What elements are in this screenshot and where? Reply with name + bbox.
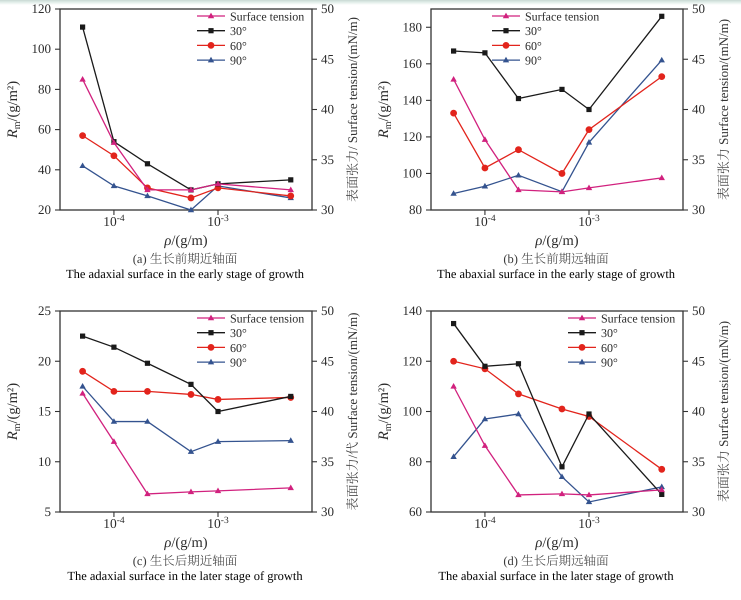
svg-text:80: 80 xyxy=(409,454,422,469)
svg-text:15: 15 xyxy=(38,404,51,419)
svg-text:10-3: 10-3 xyxy=(207,214,229,229)
svg-text:45: 45 xyxy=(321,51,334,66)
svg-text:100: 100 xyxy=(403,404,423,419)
svg-text:20: 20 xyxy=(38,353,51,368)
svg-text:40: 40 xyxy=(321,404,334,419)
svg-text:120: 120 xyxy=(403,353,423,368)
svg-text:100: 100 xyxy=(403,165,423,180)
svg-text:表面张力/代 Surface tension/(mN/m): 表面张力/代 Surface tension/(mN/m) xyxy=(345,313,360,511)
svg-text:Surface tension: Surface tension xyxy=(525,10,599,24)
svg-text:Rm/(g/m²): Rm/(g/m²) xyxy=(376,81,394,139)
svg-text:50: 50 xyxy=(692,1,705,16)
svg-text:80: 80 xyxy=(409,202,422,217)
svg-text:25: 25 xyxy=(38,303,51,318)
svg-text:30°: 30° xyxy=(230,326,247,340)
svg-text:30°: 30° xyxy=(230,24,247,38)
svg-text:40: 40 xyxy=(38,162,51,177)
svg-text:40: 40 xyxy=(692,102,705,117)
svg-text:90°: 90° xyxy=(230,356,247,370)
svg-text:表面张力/ Surface tension/(mN/m): 表面张力/ Surface tension/(mN/m) xyxy=(345,17,360,202)
svg-text:30°: 30° xyxy=(601,326,618,340)
svg-text:ρ/(g/m): ρ/(g/m) xyxy=(163,535,207,551)
svg-text:Surface tension: Surface tension xyxy=(230,312,304,326)
svg-text:10-3: 10-3 xyxy=(207,516,229,531)
svg-text:120: 120 xyxy=(403,129,423,144)
svg-text:140: 140 xyxy=(403,303,423,318)
svg-text:90°: 90° xyxy=(230,54,247,68)
svg-text:60: 60 xyxy=(38,122,51,137)
svg-text:Rm/(g/m²): Rm/(g/m²) xyxy=(5,81,23,139)
svg-text:10-4: 10-4 xyxy=(474,516,496,531)
svg-text:10-4: 10-4 xyxy=(474,214,496,229)
svg-text:表面张力 Surface tension/(mN/m): 表面张力 Surface tension/(mN/m) xyxy=(716,321,731,502)
svg-text:60°: 60° xyxy=(601,341,618,355)
svg-text:30°: 30° xyxy=(525,24,542,38)
svg-text:35: 35 xyxy=(321,454,334,469)
svg-text:20: 20 xyxy=(38,202,51,217)
svg-text:50: 50 xyxy=(321,1,334,16)
svg-text:60°: 60° xyxy=(230,39,247,53)
svg-text:90°: 90° xyxy=(601,356,618,370)
svg-text:40: 40 xyxy=(321,102,334,117)
svg-text:80: 80 xyxy=(38,81,51,96)
svg-text:ρ/(g/m): ρ/(g/m) xyxy=(534,535,578,551)
svg-text:45: 45 xyxy=(321,353,334,368)
svg-text:60°: 60° xyxy=(230,341,247,355)
svg-text:Rm/(g/m²): Rm/(g/m²) xyxy=(376,383,394,441)
svg-text:Rm/(g/m²): Rm/(g/m²) xyxy=(5,383,23,441)
svg-text:10-4: 10-4 xyxy=(103,516,125,531)
svg-text:5: 5 xyxy=(45,504,52,519)
svg-text:10-4: 10-4 xyxy=(103,214,125,229)
svg-text:ρ/(g/m): ρ/(g/m) xyxy=(534,233,578,249)
svg-text:Surface tension: Surface tension xyxy=(230,10,304,24)
svg-text:60°: 60° xyxy=(525,39,542,53)
svg-text:90°: 90° xyxy=(525,54,542,68)
svg-text:30: 30 xyxy=(321,504,334,519)
svg-text:35: 35 xyxy=(321,152,334,167)
svg-text:10: 10 xyxy=(38,454,51,469)
svg-text:120: 120 xyxy=(32,1,52,16)
svg-text:10-3: 10-3 xyxy=(578,516,600,531)
svg-text:50: 50 xyxy=(692,303,705,318)
svg-text:45: 45 xyxy=(692,51,705,66)
svg-text:30: 30 xyxy=(692,202,705,217)
svg-text:160: 160 xyxy=(403,56,423,71)
svg-text:30: 30 xyxy=(692,504,705,519)
svg-text:50: 50 xyxy=(321,303,334,318)
svg-text:140: 140 xyxy=(403,92,423,107)
svg-text:ρ/(g/m): ρ/(g/m) xyxy=(163,233,207,249)
svg-text:35: 35 xyxy=(692,454,705,469)
svg-text:10-3: 10-3 xyxy=(578,214,600,229)
svg-text:30: 30 xyxy=(321,202,334,217)
svg-text:Surface tension: Surface tension xyxy=(601,312,675,326)
svg-text:60: 60 xyxy=(409,504,422,519)
svg-text:180: 180 xyxy=(403,19,423,34)
svg-text:35: 35 xyxy=(692,152,705,167)
svg-text:40: 40 xyxy=(692,404,705,419)
svg-text:45: 45 xyxy=(692,353,705,368)
svg-text:100: 100 xyxy=(32,41,52,56)
svg-text:表面张力 Surface tension/(mN/m): 表面张力 Surface tension/(mN/m) xyxy=(716,19,731,200)
